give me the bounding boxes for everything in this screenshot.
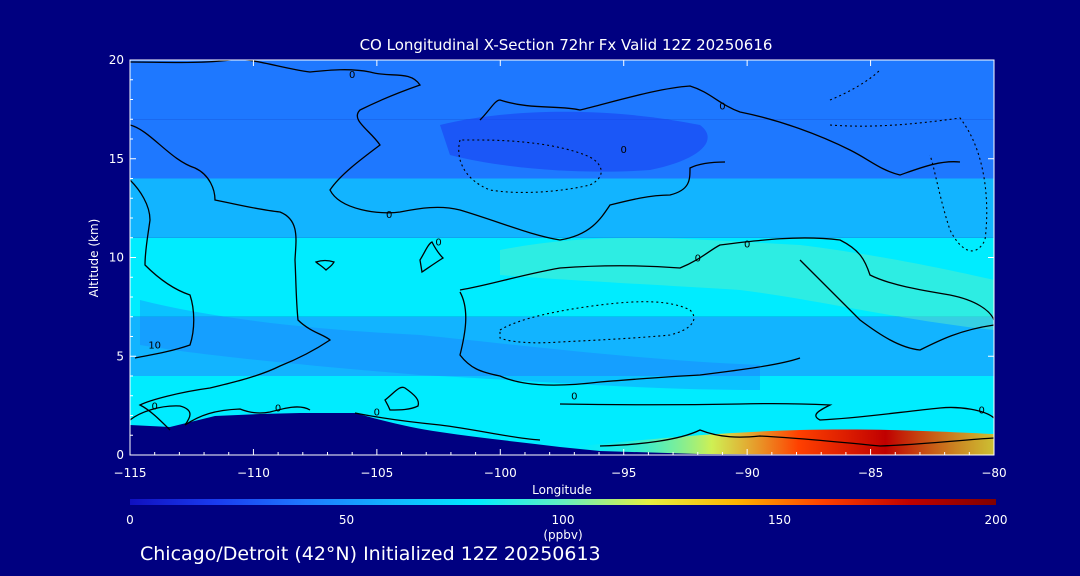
field-band xyxy=(130,316,994,376)
contour-line xyxy=(130,179,195,359)
x-axis-label: Longitude xyxy=(532,483,592,497)
contour-label: 0 xyxy=(435,238,441,249)
field-band xyxy=(130,178,994,238)
low-plume xyxy=(140,300,760,390)
plot-area: 0 0 0 0 0 0 0 10 0 0 0 0 0 xyxy=(130,60,994,455)
dotted-contour xyxy=(458,139,602,194)
contour-lines xyxy=(130,60,994,447)
contour-line xyxy=(130,124,332,431)
colorbar-tick-label: 100 xyxy=(552,513,575,527)
contour-line xyxy=(599,429,994,447)
contour-label: 10 xyxy=(148,340,161,351)
x-tick-label: −115 xyxy=(114,466,147,480)
contour-line xyxy=(459,291,801,386)
x-tick-label: −85 xyxy=(858,466,883,480)
contour-line xyxy=(384,386,420,411)
y-tick-label: 5 xyxy=(116,349,124,363)
colorbar-tick-label: 0 xyxy=(126,513,134,527)
y-tick-label: 10 xyxy=(109,251,124,265)
field-band xyxy=(130,376,994,416)
dotted-contour xyxy=(499,301,695,344)
contour-line xyxy=(559,402,994,421)
dotted-contours xyxy=(458,69,988,344)
contour-line xyxy=(130,405,311,426)
contour-labels: 0 0 0 0 0 0 0 10 0 0 0 0 0 xyxy=(148,70,985,419)
surface-co-band xyxy=(560,429,994,455)
contour-label: 0 xyxy=(275,404,281,415)
colorbar-tick-label: 200 xyxy=(985,513,1008,527)
contour-line xyxy=(419,241,445,274)
colorbar-tick-label: 150 xyxy=(768,513,791,527)
mid-plume xyxy=(500,238,994,330)
colorbar-unit-label: (ppbv) xyxy=(543,528,582,542)
colorbar-ticks: 0 50 100 150 200 xyxy=(126,513,1007,527)
field-band xyxy=(130,60,994,120)
terrain xyxy=(130,413,994,455)
colorbar-tick-label: 50 xyxy=(339,513,354,527)
contour-label: 0 xyxy=(151,402,157,413)
upper-dark-core xyxy=(440,111,708,172)
contour-line xyxy=(459,237,994,321)
contour-label: 0 xyxy=(621,145,627,156)
contour-line xyxy=(479,85,961,176)
x-tick-label: −100 xyxy=(484,466,517,480)
footer-caption: Chicago/Detroit (42°N) Initialized 12Z 2… xyxy=(140,543,601,565)
contour-label: 0 xyxy=(571,392,577,403)
x-tick-label: −110 xyxy=(237,466,270,480)
y-tick-label: 0 xyxy=(116,448,124,462)
y-tick-label: 20 xyxy=(109,53,124,67)
contour-line xyxy=(354,412,541,441)
contour-label: 0 xyxy=(719,101,725,112)
contour-line xyxy=(314,259,335,271)
contour-line xyxy=(799,259,994,351)
x-tick-label: −95 xyxy=(611,466,636,480)
dotted-contour xyxy=(829,117,988,252)
contour-label: 0 xyxy=(374,408,380,419)
colorbar xyxy=(130,499,996,505)
y-axis-label: Altitude (km) xyxy=(87,219,101,298)
contour-label: 0 xyxy=(386,210,392,221)
x-tick-label: −80 xyxy=(981,466,1006,480)
y-axis: 0 5 10 15 20 xyxy=(109,53,994,462)
chart-title: CO Longitudinal X-Section 72hr Fx Valid … xyxy=(360,36,773,54)
x-tick-label: −105 xyxy=(360,466,393,480)
y-tick-label: 15 xyxy=(109,152,124,166)
contour-label: 0 xyxy=(978,406,984,417)
contour-label: 0 xyxy=(349,70,355,81)
contour-label: 0 xyxy=(744,240,750,251)
x-tick-label: −90 xyxy=(734,466,759,480)
field-band xyxy=(130,237,994,317)
x-axis: −115 −110 −105 −100 −95 −90 −85 −80 xyxy=(114,60,1007,480)
dotted-contour xyxy=(829,69,881,101)
contour-label: 0 xyxy=(695,253,701,264)
contour-line xyxy=(130,60,726,241)
